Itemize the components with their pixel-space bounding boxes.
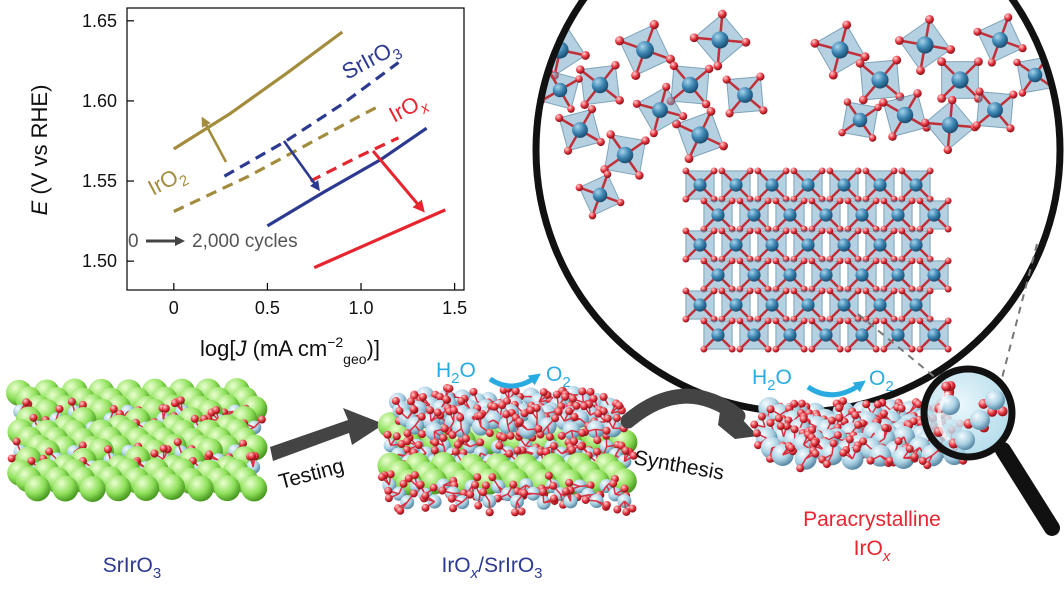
stage2-label: IrOx/SrIrO3 — [441, 554, 542, 582]
series-line-sriro3-cycle-0 — [223, 61, 400, 178]
series-label-iro2: IrO2 — [144, 160, 192, 205]
h2o-label-stage2: H2O — [436, 359, 476, 387]
magnifying-glass-icon — [920, 365, 1060, 536]
octahedra-network — [536, 9, 1057, 353]
zoomed-structure — [532, 0, 1064, 416]
series-line-irox-cycle-0 — [309, 136, 400, 183]
series-line-iro2-cycle-2000 — [172, 30, 344, 151]
polarization-chart: 0 0.5 1.0 1.51.501.551.601.65 E (V vs RHE) … — [27, 7, 467, 367]
series-line-iro2-cycle-0 — [173, 104, 381, 213]
sriro3-shift-arrow — [282, 140, 320, 192]
testing-arrow — [270, 408, 384, 461]
axis-ticks: 0 0.5 1.0 1.5 1.50 1.55 1.60 1.65 — [82, 11, 467, 318]
stage3-label: Paracrystalline — [803, 508, 941, 531]
y-tick-label: 1.65 — [82, 11, 117, 31]
series-label-irox: IrOx — [385, 87, 433, 132]
synthesis-label: Synthesis — [632, 446, 726, 484]
stage3-label-formula: IrOx — [854, 537, 891, 565]
series-line-sriro3-cycle-2000 — [266, 126, 428, 228]
x-tick-label: 1.5 — [442, 298, 467, 318]
sriro3-slab — [6, 378, 268, 502]
y-axis-label: E (V vs RHE) — [27, 85, 52, 216]
iro2-shift-arrow — [201, 116, 228, 163]
series-lines — [172, 30, 446, 270]
y-tick-label: 1.55 — [82, 171, 117, 191]
x-tick-label: 0.5 — [255, 298, 280, 318]
x-tick-label: 0 — [169, 298, 179, 318]
y-tick-label: 1.50 — [82, 251, 117, 271]
cycles-start: 0 — [128, 231, 139, 252]
irox-shift-arrow — [371, 150, 425, 213]
o2-label-stage3: O2 — [869, 367, 894, 395]
cycles-note: 0 2,000 cycles — [128, 231, 298, 252]
h2o-label-stage3: H2O — [752, 366, 792, 394]
series-label-sriro3: SrIrO3 — [338, 34, 406, 89]
x-axis-label: log[J (mA cm−2geo)] — [200, 334, 380, 367]
plot-frame — [126, 7, 465, 291]
water-oxidation-arrow-stage2 — [488, 373, 541, 389]
water-oxidation-arrow-stage3 — [806, 380, 866, 398]
irox-on-sriro3-slab — [377, 383, 638, 517]
x-tick-label: 1.0 — [349, 298, 374, 318]
y-tick-label: 1.60 — [82, 91, 117, 111]
series-line-irox-cycle-2000 — [313, 208, 446, 270]
synthesis-arrow-head — [718, 398, 758, 439]
testing-label: Testing — [276, 454, 346, 493]
zoom-guide-left — [857, 313, 949, 389]
zoom-guide-right — [1001, 243, 1038, 379]
o2-label-stage2: O2 — [546, 363, 571, 391]
cycles-end: 2,000 cycles — [192, 231, 298, 252]
stage1-label: SrIrO3 — [103, 554, 162, 582]
